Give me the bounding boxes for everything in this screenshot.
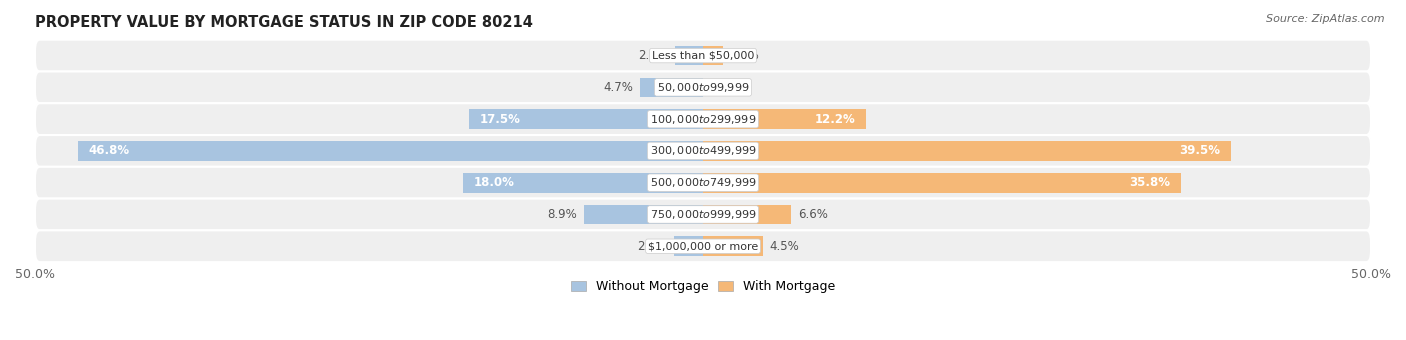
Text: $50,000 to $99,999: $50,000 to $99,999 bbox=[657, 81, 749, 94]
Bar bbox=[703, 46, 723, 65]
FancyBboxPatch shape bbox=[35, 40, 1371, 71]
Bar bbox=[470, 109, 703, 129]
FancyBboxPatch shape bbox=[35, 135, 1371, 167]
FancyBboxPatch shape bbox=[35, 199, 1371, 231]
Text: Source: ZipAtlas.com: Source: ZipAtlas.com bbox=[1267, 14, 1385, 23]
Bar bbox=[463, 173, 703, 192]
Bar bbox=[703, 109, 866, 129]
Bar bbox=[583, 205, 703, 224]
Bar bbox=[703, 236, 763, 256]
Bar bbox=[703, 141, 1230, 161]
Bar bbox=[675, 46, 703, 65]
Bar bbox=[703, 205, 792, 224]
Text: $300,000 to $499,999: $300,000 to $499,999 bbox=[650, 144, 756, 157]
FancyBboxPatch shape bbox=[35, 103, 1371, 135]
Bar bbox=[640, 78, 703, 97]
Text: 6.6%: 6.6% bbox=[797, 208, 828, 221]
Text: $750,000 to $999,999: $750,000 to $999,999 bbox=[650, 208, 756, 221]
Text: 39.5%: 39.5% bbox=[1180, 144, 1220, 157]
Text: 35.8%: 35.8% bbox=[1129, 176, 1171, 189]
Text: 4.5%: 4.5% bbox=[770, 240, 800, 253]
Text: PROPERTY VALUE BY MORTGAGE STATUS IN ZIP CODE 80214: PROPERTY VALUE BY MORTGAGE STATUS IN ZIP… bbox=[35, 15, 533, 30]
Text: 2.2%: 2.2% bbox=[637, 240, 666, 253]
Text: 1.5%: 1.5% bbox=[730, 49, 759, 62]
Text: 18.0%: 18.0% bbox=[474, 176, 515, 189]
Text: 0.0%: 0.0% bbox=[710, 81, 740, 94]
FancyBboxPatch shape bbox=[35, 71, 1371, 103]
Text: 17.5%: 17.5% bbox=[479, 113, 520, 126]
Bar bbox=[703, 173, 1181, 192]
Text: 12.2%: 12.2% bbox=[814, 113, 855, 126]
Text: 8.9%: 8.9% bbox=[548, 208, 578, 221]
Bar bbox=[77, 141, 703, 161]
FancyBboxPatch shape bbox=[35, 167, 1371, 199]
Text: $100,000 to $299,999: $100,000 to $299,999 bbox=[650, 113, 756, 126]
Text: $1,000,000 or more: $1,000,000 or more bbox=[648, 241, 758, 251]
Text: 4.7%: 4.7% bbox=[603, 81, 634, 94]
Text: 2.1%: 2.1% bbox=[638, 49, 668, 62]
Text: $500,000 to $749,999: $500,000 to $749,999 bbox=[650, 176, 756, 189]
Text: 46.8%: 46.8% bbox=[89, 144, 129, 157]
Text: Less than $50,000: Less than $50,000 bbox=[652, 51, 754, 61]
Bar bbox=[673, 236, 703, 256]
FancyBboxPatch shape bbox=[35, 231, 1371, 262]
Legend: Without Mortgage, With Mortgage: Without Mortgage, With Mortgage bbox=[565, 275, 841, 298]
